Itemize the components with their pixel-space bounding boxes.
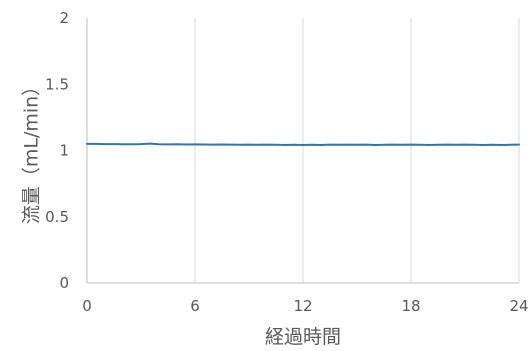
y-tick-label: 0	[59, 274, 69, 292]
x-tick-label: 12	[293, 297, 312, 315]
x-tick-label: 0	[82, 297, 92, 315]
y-tick-label: 2	[59, 9, 69, 27]
series-line	[86, 142, 520, 146]
x-tick-label: 18	[401, 297, 420, 315]
y-tick-label: 1.5	[45, 75, 69, 93]
x-axis-title: 経過時間	[265, 326, 341, 348]
y-axis-title: 流量（mL/min）	[21, 77, 43, 224]
x-tick-label: 6	[190, 297, 200, 315]
x-tick-label: 24	[509, 297, 528, 315]
x-tick-labels: 0 6 12 18 24	[82, 297, 528, 315]
y-tick-label: 1	[59, 142, 69, 160]
series-layer	[86, 142, 520, 146]
gridlines	[194, 18, 520, 283]
y-tick-labels: 0 0.5 1 1.5 2	[45, 9, 69, 292]
y-tick-label: 0.5	[45, 208, 69, 226]
